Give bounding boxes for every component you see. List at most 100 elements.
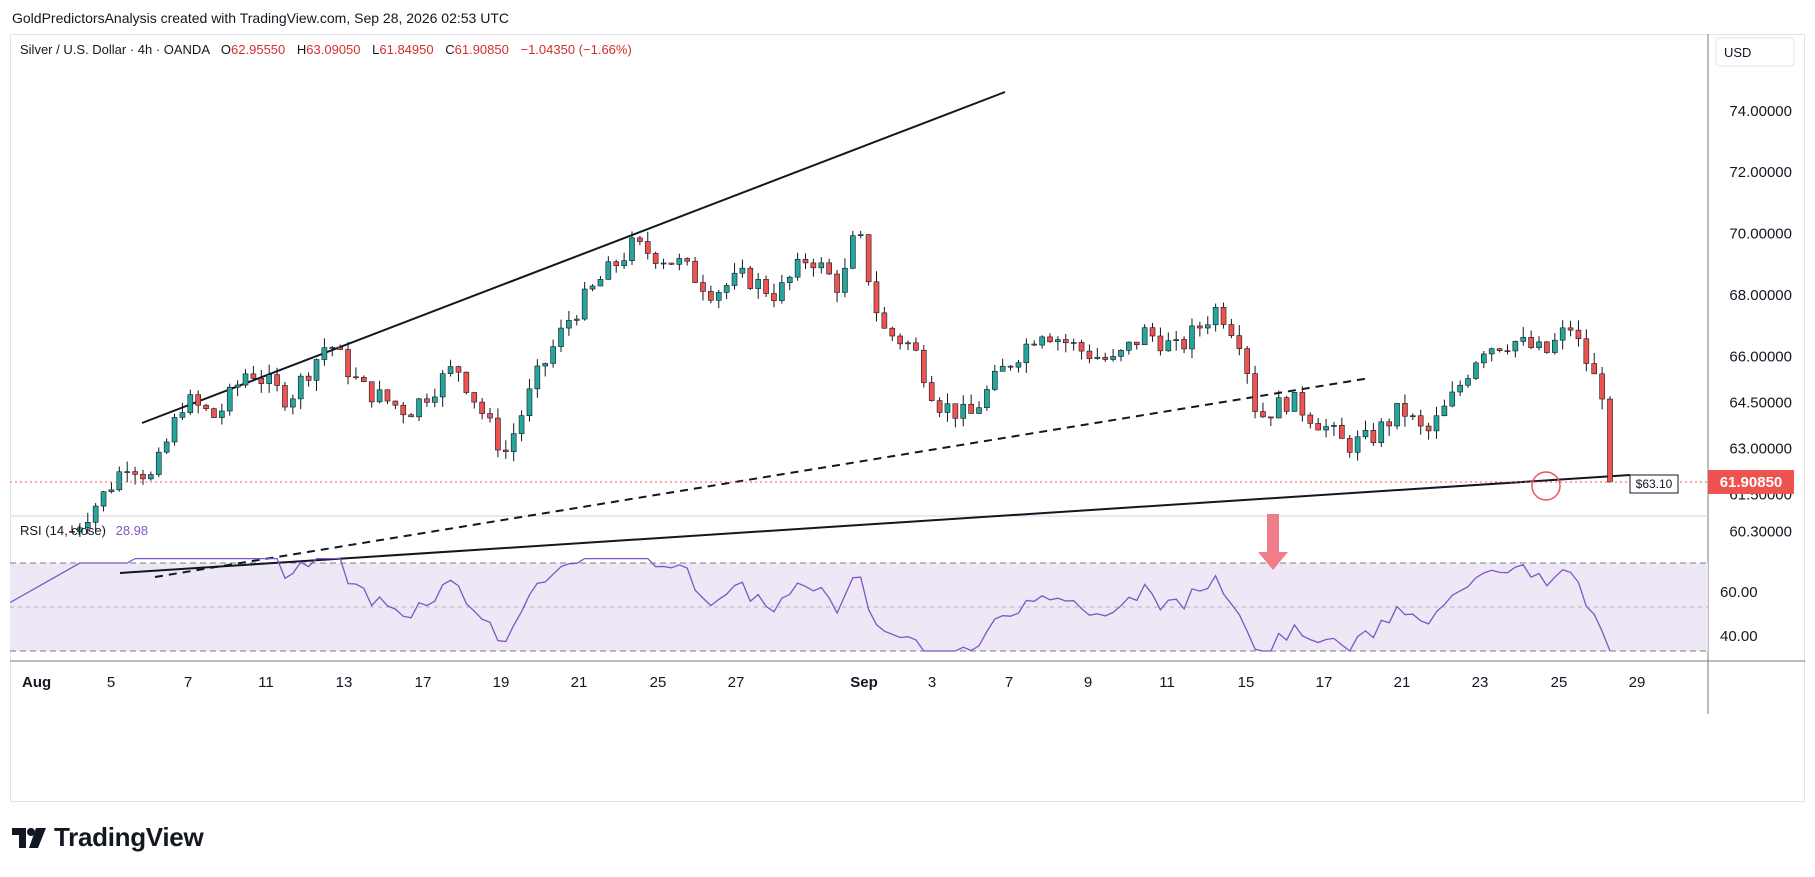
- candle: [700, 282, 706, 292]
- candle: [337, 347, 343, 350]
- legend-low: 61.84950: [379, 42, 433, 57]
- candle: [905, 342, 911, 345]
- candle: [187, 394, 194, 413]
- time-axis[interactable]: Aug 5 7 11 13 17 19 21 25 27 Sep 3 7 9 11 15 17 21 23 25 29: [22, 674, 1645, 691]
- candle: [1410, 415, 1416, 418]
- candle: [613, 261, 620, 266]
- candle: [1015, 362, 1022, 368]
- chart-legend: Silver / U.S. Dollar · 4h · OANDA O62.95…: [20, 42, 632, 57]
- candle: [1449, 391, 1456, 407]
- legend-high-label: H: [297, 42, 306, 57]
- candle: [629, 237, 635, 261]
- rsi-line: [9, 557, 1611, 652]
- candle: [1047, 336, 1053, 343]
- tradingview-logo[interactable]: TradingView: [12, 822, 204, 853]
- candle: [1567, 327, 1574, 331]
- candle: [313, 359, 320, 381]
- candle: [1094, 356, 1101, 359]
- candle: [1607, 398, 1613, 483]
- price-tick-label: 74.00000: [1729, 103, 1792, 120]
- time-tick-label: 11: [1159, 674, 1175, 691]
- candle: [558, 327, 564, 347]
- candle: [692, 260, 698, 283]
- candle: [108, 489, 115, 493]
- candle: [1173, 339, 1180, 341]
- candle: [400, 404, 407, 416]
- candle: [850, 235, 856, 269]
- candle: [550, 346, 556, 364]
- rsi-tick-60: 60.00: [1720, 584, 1758, 601]
- candle: [226, 386, 233, 412]
- candle: [1394, 403, 1400, 427]
- price-tick-label: 70.00000: [1729, 226, 1792, 243]
- candle: [1189, 325, 1195, 350]
- candle: [1204, 324, 1211, 329]
- dashed-trendline[interactable]: [154, 377, 1371, 578]
- candle: [1457, 384, 1463, 393]
- time-tick-label: 13: [336, 674, 353, 691]
- support-trendline[interactable]: [119, 474, 1631, 574]
- time-tick-label: 11: [258, 674, 274, 691]
- candle: [1473, 362, 1479, 379]
- candle: [1299, 392, 1306, 416]
- candle: [424, 398, 430, 403]
- chart-frame: $63.10 Silver / U.S. Dollar · 4h · OANDA…: [9, 34, 1805, 802]
- candle: [644, 241, 651, 254]
- legend-symbol: Silver / U.S. Dollar · 4h · OANDA: [20, 42, 210, 57]
- candle: [1551, 339, 1558, 353]
- candle: [1086, 350, 1093, 359]
- tradingview-logo-icon: [12, 827, 46, 848]
- time-tick-label: 21: [1394, 674, 1411, 691]
- candle: [818, 262, 825, 269]
- candle: [763, 279, 769, 294]
- candle: [566, 320, 572, 329]
- rsi-tick-40: 40.00: [1720, 628, 1758, 645]
- candle: [786, 276, 793, 283]
- candle: [487, 413, 493, 419]
- candle: [779, 282, 785, 301]
- candle: [708, 291, 714, 301]
- time-tick-label: Sep: [850, 674, 878, 691]
- candle: [834, 273, 840, 293]
- candle: [495, 417, 501, 451]
- candle: [1141, 327, 1148, 346]
- candle: [1378, 421, 1385, 444]
- candle: [321, 347, 328, 360]
- legend-open: 62.95550: [231, 42, 285, 57]
- candle: [1197, 325, 1203, 329]
- candle: [1417, 415, 1424, 427]
- candle: [660, 262, 667, 265]
- candle: [1386, 421, 1392, 427]
- candle: [361, 376, 367, 383]
- candle: [857, 234, 864, 236]
- time-tick-label: 25: [650, 674, 667, 691]
- candle: [1496, 348, 1503, 352]
- candle: [794, 258, 801, 278]
- candle: [432, 396, 438, 403]
- candle: [1354, 436, 1361, 453]
- candle: [542, 363, 549, 367]
- candle: [1402, 403, 1408, 417]
- candle: [1252, 373, 1258, 412]
- candle: [960, 404, 967, 419]
- candle: [526, 388, 533, 416]
- candle: [1055, 339, 1061, 343]
- candle: [668, 262, 675, 265]
- candlestick-chart[interactable]: $63.10 Silver / U.S. Dollar · 4h · OANDA…: [9, 34, 1805, 802]
- candle: [1165, 340, 1172, 352]
- upper-trendline[interactable]: [141, 91, 1006, 424]
- candle: [1465, 378, 1471, 386]
- currency-box[interactable]: [1715, 37, 1795, 67]
- candle: [1307, 414, 1314, 424]
- price-tick-label: 72.00000: [1729, 164, 1792, 181]
- candle: [211, 408, 217, 418]
- candle: [1181, 339, 1187, 350]
- candle: [116, 471, 123, 491]
- candle: [1110, 356, 1116, 360]
- price-axis[interactable]: 74.00000 72.00000 70.00000 68.00000 66.00000…: [1729, 103, 1792, 541]
- up-arrow-icon: [1258, 514, 1288, 570]
- last-price-tag: 61.90850: [1708, 469, 1794, 494]
- candle: [1039, 336, 1045, 346]
- rsi-group: [9, 557, 1611, 652]
- candle: [637, 237, 643, 242]
